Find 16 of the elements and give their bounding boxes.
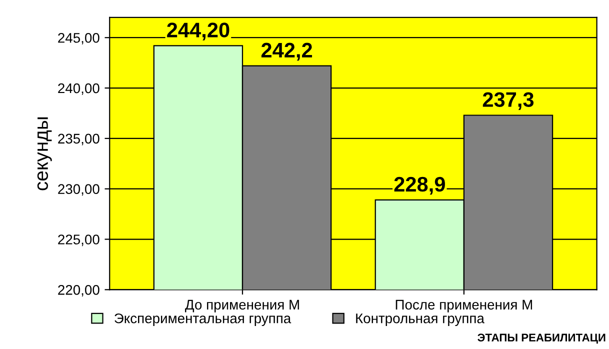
- y-axis-title: секунды: [37, 117, 52, 190]
- y-tick-label: 225,00: [58, 234, 100, 246]
- data-label: 228,9: [394, 176, 445, 195]
- legend-label: Контрольная группа: [356, 314, 484, 326]
- legend-label: Экспериментальная группа: [114, 313, 292, 326]
- y-tick-label: 235,00: [58, 134, 100, 146]
- y-tick-label: 230,00: [58, 184, 100, 196]
- y-tick-label: 240,00: [58, 83, 100, 95]
- data-label: 242,2: [261, 42, 312, 61]
- x-tick-label: До применения М: [185, 300, 299, 312]
- data-label: 244,20: [167, 22, 230, 40]
- y-tick-label: 220,00: [58, 285, 100, 296]
- data-label: 237,3: [482, 92, 534, 110]
- x-axis-title: ЭТАПЫ РЕАБИЛИТАЦИ: [478, 334, 606, 344]
- y-tick-label: 245,00: [58, 32, 100, 44]
- x-tick-label: После применения М: [396, 300, 532, 312]
